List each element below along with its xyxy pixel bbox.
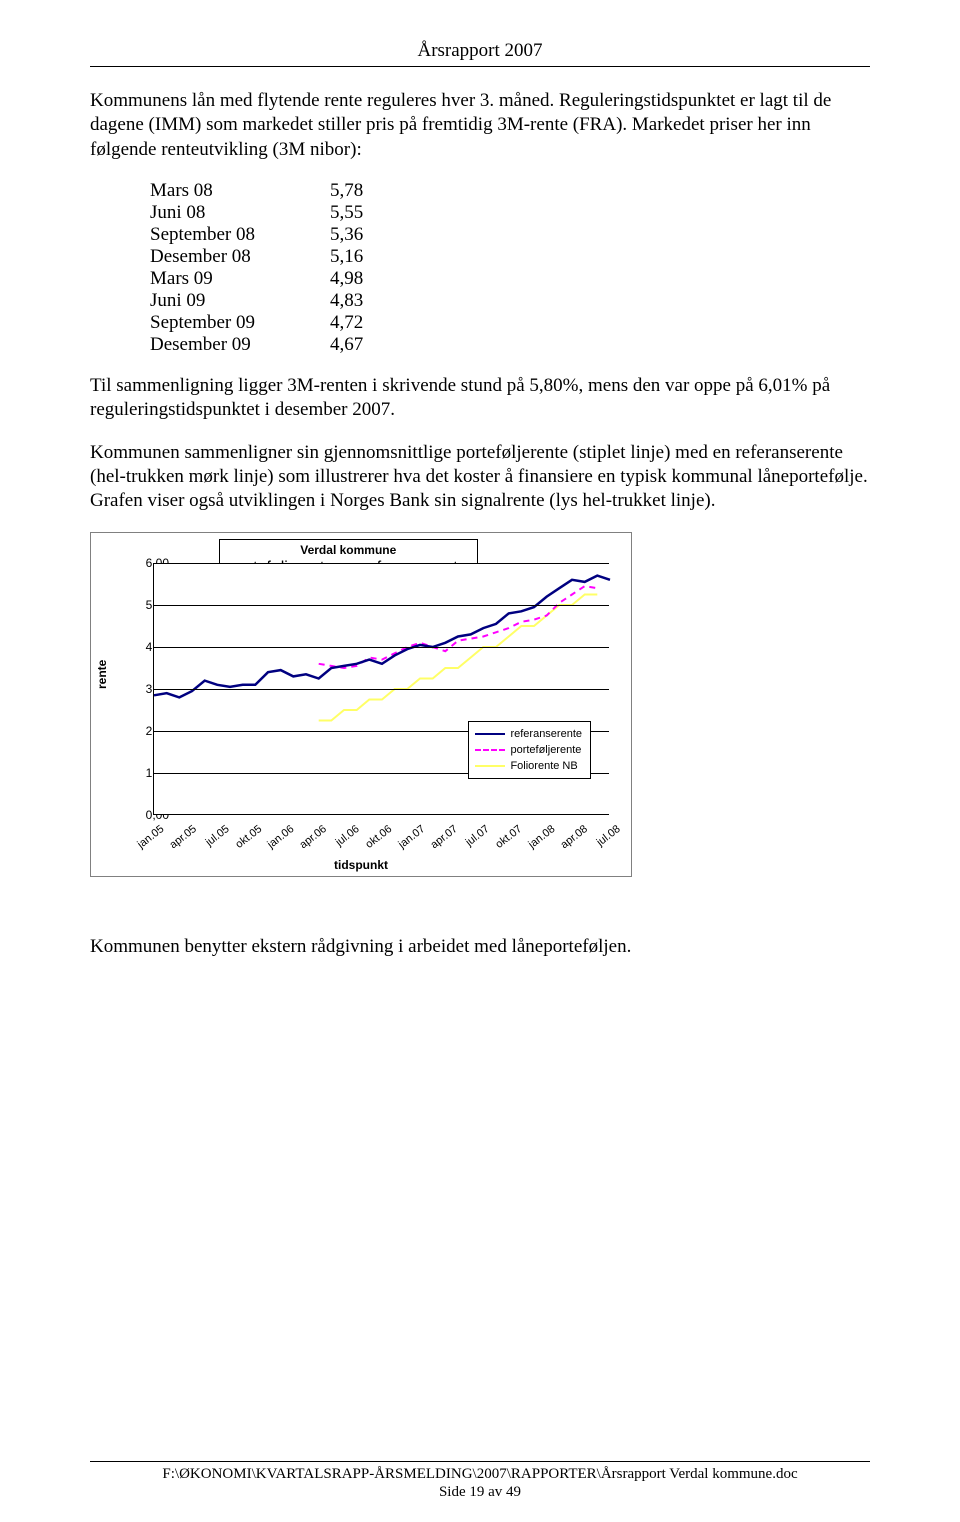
rate-label: September 08	[150, 224, 330, 246]
footer-rule	[90, 1461, 870, 1462]
rate-value: 5,16	[330, 246, 410, 268]
legend-item: Foliorente NB	[475, 758, 582, 774]
description-paragraph: Kommunen sammenligner sin gjennomsnittli…	[90, 441, 870, 514]
x-tick: jul.06	[334, 823, 362, 849]
rate-row: September 094,72	[150, 312, 870, 334]
rate-row: September 085,36	[150, 224, 870, 246]
legend-item: porteføljerente	[475, 742, 582, 758]
legend-swatch	[475, 728, 505, 740]
chart-legend: referanserente porteføljerente Foliorente …	[468, 721, 591, 779]
x-tick: okt.07	[494, 823, 525, 851]
x-tick: jan.05	[135, 823, 166, 851]
footer-page: Side 19 av 49	[0, 1483, 960, 1502]
y-axis-label: rente	[95, 659, 109, 688]
chart-title-small: Verdal kommune	[230, 543, 467, 558]
rate-label: Juni 09	[150, 290, 330, 312]
rate-label: September 09	[150, 312, 330, 334]
x-tick: jan.08	[526, 823, 557, 851]
gridline	[154, 689, 609, 690]
intro-paragraph: Kommunens lån med flytende rente reguler…	[90, 89, 870, 162]
rate-value: 5,78	[330, 180, 410, 202]
rate-row: Juni 094,83	[150, 290, 870, 312]
x-tick: apr.07	[428, 823, 459, 851]
closing-paragraph: Kommunen benytter ekstern rådgivning i a…	[90, 935, 870, 959]
rate-value: 5,55	[330, 202, 410, 224]
legend-swatch	[475, 760, 505, 772]
x-tick: jul.05	[203, 823, 231, 849]
rate-row: Desember 085,16	[150, 246, 870, 268]
series-referanserente	[154, 575, 610, 697]
rate-value: 4,67	[330, 334, 410, 356]
rate-label: Desember 09	[150, 334, 330, 356]
page-header-title: Årsrapport 2007	[90, 40, 870, 62]
x-axis-labels: jan.05apr.05jul.05okt.05jan.06apr.06jul.…	[153, 817, 609, 857]
footer-path: F:\ØKONOMI\KVARTALSRAPP-ÅRSMELDING\2007\…	[0, 1465, 960, 1484]
rate-row: Mars 094,98	[150, 268, 870, 290]
rate-row: Juni 085,55	[150, 202, 870, 224]
rate-row: Desember 094,67	[150, 334, 870, 356]
rate-label: Desember 08	[150, 246, 330, 268]
legend-swatch	[475, 744, 505, 756]
rate-value: 5,36	[330, 224, 410, 246]
legend-label: referanserente	[510, 728, 582, 740]
series-porteføljerente	[319, 586, 598, 668]
series-foliorente	[319, 594, 598, 720]
x-tick: apr.08	[558, 823, 589, 851]
x-tick: apr.05	[167, 823, 198, 851]
rate-label: Mars 09	[150, 268, 330, 290]
page-footer: F:\ØKONOMI\KVARTALSRAPP-ÅRSMELDING\2007\…	[0, 1465, 960, 1503]
legend-label: Foliorente NB	[510, 760, 577, 772]
rate-label: Mars 08	[150, 180, 330, 202]
legend-label: porteføljerente	[510, 744, 581, 756]
x-tick: jan.07	[396, 823, 427, 851]
rate-label: Juni 08	[150, 202, 330, 224]
rate-value: 4,98	[330, 268, 410, 290]
rate-value: 4,72	[330, 312, 410, 334]
gridline	[154, 647, 609, 648]
gridline	[154, 605, 609, 606]
rate-value: 4,83	[330, 290, 410, 312]
chart-container: Verdal kommune porteføljerente vs. refer…	[90, 532, 632, 877]
x-tick: apr.06	[298, 823, 329, 851]
rate-row: Mars 085,78	[150, 180, 870, 202]
comparison-paragraph: Til sammenligning ligger 3M-renten i skr…	[90, 374, 870, 423]
x-tick: jul.08	[594, 823, 622, 849]
x-tick: okt.06	[363, 823, 394, 851]
gridline	[154, 563, 609, 564]
x-tick: jan.06	[266, 823, 297, 851]
rate-table: Mars 085,78Juni 085,55September 085,36De…	[150, 180, 870, 356]
x-axis-label: tidspunkt	[91, 858, 631, 872]
header-rule	[90, 66, 870, 67]
legend-item: referanserente	[475, 726, 582, 742]
x-tick: okt.05	[233, 823, 264, 851]
x-tick: jul.07	[464, 823, 492, 849]
